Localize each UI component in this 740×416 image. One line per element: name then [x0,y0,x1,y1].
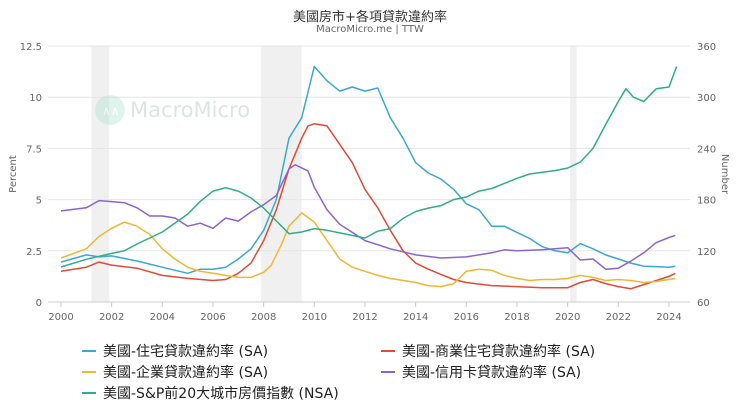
y-right-tick-label: 360 [697,42,716,53]
legend-item[interactable]: 美國-S&P前20大城市房價指數 (NSA) [82,383,339,403]
y-left-tick-label: 2.5 [26,247,42,258]
legend-label: 美國-企業貸款違約率 (SA) [103,365,269,381]
legend-swatch [82,371,96,373]
x-tick-label: 2018 [504,312,529,323]
legend-swatch [381,350,395,352]
x-tick-label: 2010 [302,312,327,323]
series-line-2[interactable] [60,212,676,288]
y-left-tick-label: 7.5 [26,144,42,155]
legend-label: 美國-住宅貸款違約率 (SA) [103,344,269,360]
legend-label: 美國-S&P前20大城市房價指數 (NSA) [103,386,339,402]
legend-swatch [82,350,96,352]
x-tick-label: 2014 [403,312,428,323]
legend-swatch [381,371,395,373]
series-line-1[interactable] [60,123,676,290]
chart-subtitle: MacroMicro.me | TTW [316,24,424,35]
series-line-0[interactable] [60,65,676,275]
x-tick-label: 2022 [606,312,631,323]
y-right-tick-label: 180 [697,196,716,207]
y-right-tick-label: 300 [697,93,716,104]
legend-swatch [82,392,96,394]
x-tick-label: 2004 [150,312,175,323]
x-tick-label: 2016 [454,312,479,323]
x-tick-label: 2024 [656,312,681,323]
chart-title: 美國房市+各項貸款違約率 [293,10,447,25]
y-axis-right-label: Number [719,154,730,195]
macromicro-watermark-logo: ∧∧ MacroMicro [95,95,250,125]
x-tick-label: 2008 [251,312,276,323]
legend-item[interactable]: 美國-商業住宅貸款違約率 (SA) [381,341,595,361]
x-tick-label: 2012 [352,312,377,323]
legend-label: 美國-商業住宅貸款違約率 (SA) [402,344,596,360]
recession-band [91,46,110,302]
recession-band [570,46,577,302]
y-right-tick-label: 60 [697,298,710,309]
x-tick-label: 2020 [555,312,580,323]
legend-item[interactable]: 美國-住宅貸款違約率 (SA) [82,341,268,361]
y-left-tick-label: 5 [36,196,42,207]
y-left-tick-label: 12.5 [20,42,42,53]
x-tick-label: 2000 [48,312,73,323]
svg-text:∧∧: ∧∧ [102,104,120,118]
legend-label: 美國-信用卡貸款違約率 (SA) [402,365,582,381]
y-left-tick-label: 0 [36,298,42,309]
x-tick-label: 2002 [99,312,124,323]
series-line-4[interactable] [60,66,678,268]
legend-item[interactable]: 美國-企業貸款違約率 (SA) [82,362,268,382]
x-tick-label: 2006 [200,312,225,323]
svg-text:MacroMicro: MacroMicro [130,98,250,122]
series-line-3[interactable] [60,164,676,270]
y-left-tick-label: 10 [29,93,42,104]
y-right-tick-label: 120 [697,247,716,258]
y-right-tick-label: 240 [697,144,716,155]
y-axis-left-label: Percent [8,155,19,193]
legend-item[interactable]: 美國-信用卡貸款違約率 (SA) [381,362,581,382]
